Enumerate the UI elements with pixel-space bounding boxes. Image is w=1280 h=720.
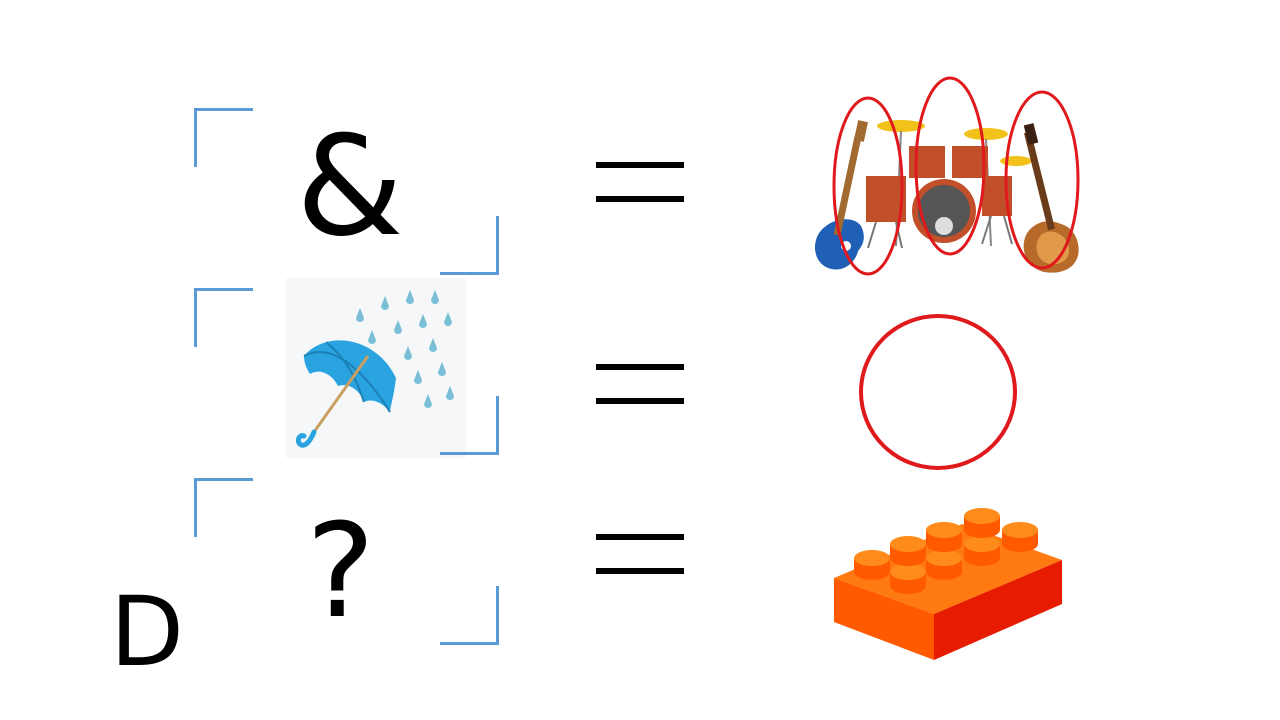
ampersand-symbol: & — [296, 106, 404, 267]
equals-sign-3 — [596, 534, 684, 574]
equals-sign-1 — [596, 162, 684, 202]
umbrella-rain-icon — [286, 278, 466, 458]
equals-sign-2 — [596, 364, 684, 404]
bracket-open-3 — [194, 478, 253, 537]
bracket-close-3 — [440, 586, 499, 645]
question-mark-symbol: ? — [306, 495, 375, 647]
lego-brick-icon — [834, 508, 1062, 660]
bracket-close-1 — [440, 216, 499, 275]
band-instruments-icon — [814, 76, 1080, 276]
bracket-open-2 — [194, 288, 253, 347]
bracket-close-2 — [440, 396, 499, 455]
bracket-open-1 — [194, 108, 253, 167]
corner-letter: D — [110, 576, 184, 688]
circle-icon — [859, 314, 1017, 470]
